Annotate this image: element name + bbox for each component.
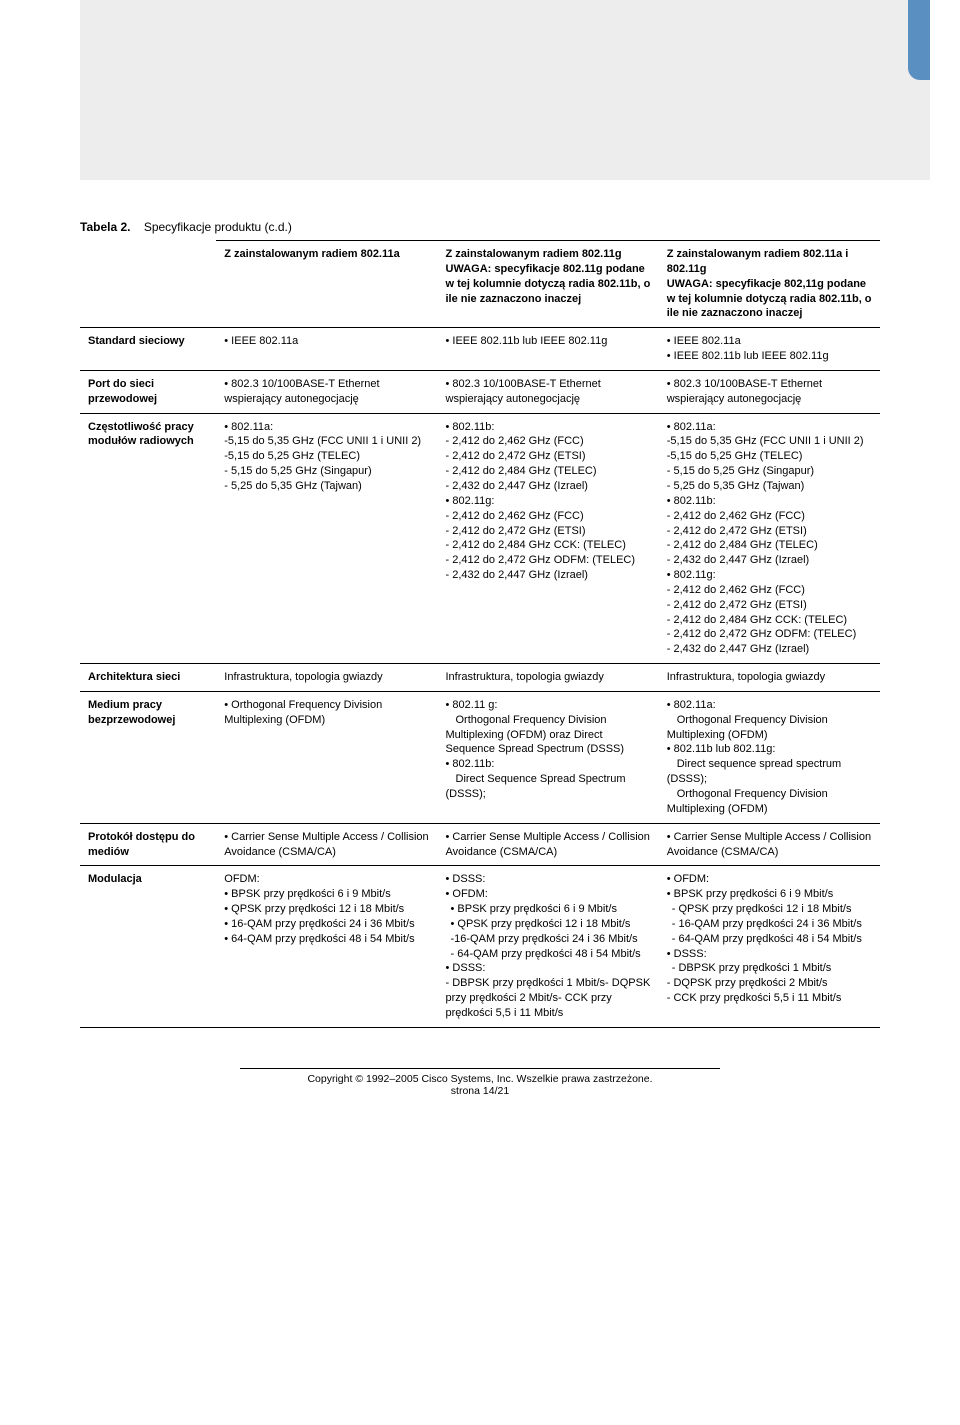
row-protocol: Protokół dostępu do mediów • Carrier Sen… [80,823,880,866]
row-frequency: Częstotliwość pracy modułów radiowych • … [80,413,880,664]
header-col2: Z zainstalowanym radiem 802.11gUWAGA: sp… [438,241,659,328]
row-label: Protokół dostępu do mediów [80,823,216,866]
cell: • 802.11a:Orthogonal Frequency Division … [659,691,880,823]
cell: OFDM:• BPSK przy prędkości 6 i 9 Mbit/s•… [216,866,437,1027]
header-col3: Z zainstalowanym radiem 802.11a i 802.11… [659,241,880,328]
row-modulation: Modulacja OFDM:• BPSK przy prędkości 6 i… [80,866,880,1027]
cell: Infrastruktura, topologia gwiazdy [438,664,659,692]
copyright-text: Copyright © 1992–2005 Cisco Systems, Inc… [307,1073,652,1085]
row-standard: Standard sieciowy • IEEE 802.11a • IEEE … [80,328,880,371]
cell: • IEEE 802.11a [216,328,437,371]
cell: • 802.11 g:Orthogonal Frequency Division… [438,691,659,823]
page-footer: Copyright © 1992–2005 Cisco Systems, Inc… [240,1068,720,1097]
row-label: Port do sieci przewodowej [80,370,216,413]
table-caption: Tabela 2. Specyfikacje produktu (c.d.) [80,220,880,234]
cell: • OFDM:• BPSK przy prędkości 6 i 9 Mbit/… [659,866,880,1027]
cell: • Carrier Sense Multiple Access / Collis… [216,823,437,866]
top-banner [80,0,930,180]
row-label: Częstotliwość pracy modułów radiowych [80,413,216,664]
banner-tab [908,0,930,80]
page-content: Tabela 2. Specyfikacje produktu (c.d.) Z… [0,180,960,1127]
caption-bold: Tabela 2. [80,220,130,234]
cell: • Orthogonal Frequency Division Multiple… [216,691,437,823]
cell: • DSSS:• OFDM:• BPSK przy prędkości 6 i … [438,866,659,1027]
spec-table: Z zainstalowanym radiem 802.11a Z zainst… [80,240,880,1028]
row-label: Standard sieciowy [80,328,216,371]
cell: • Carrier Sense Multiple Access / Collis… [438,823,659,866]
caption-rest: Specyfikacje produktu (c.d.) [144,220,292,234]
cell: • 802.11a:-5,15 do 5,35 GHz (FCC UNII 1 … [659,413,880,664]
row-architecture: Architektura sieci Infrastruktura, topol… [80,664,880,692]
cell: • IEEE 802.11b lub IEEE 802.11g [438,328,659,371]
cell: • 802.11b:- 2,412 do 2,462 GHz (FCC)- 2,… [438,413,659,664]
cell: • 802.11a:-5,15 do 5,35 GHz (FCC UNII 1 … [216,413,437,664]
row-port: Port do sieci przewodowej • 802.3 10/100… [80,370,880,413]
row-medium: Medium pracy bezprzewodowej • Orthogonal… [80,691,880,823]
cell: Infrastruktura, topologia gwiazdy [216,664,437,692]
row-label: Medium pracy bezprzewodowej [80,691,216,823]
header-blank [80,241,216,328]
cell: • 802.3 10/100BASE-T Ethernet wspierając… [438,370,659,413]
page-number: strona 14/21 [451,1085,509,1097]
cell: • 802.3 10/100BASE-T Ethernet wspierając… [659,370,880,413]
row-label: Architektura sieci [80,664,216,692]
table-header-row: Z zainstalowanym radiem 802.11a Z zainst… [80,241,880,328]
cell: • Carrier Sense Multiple Access / Collis… [659,823,880,866]
row-label: Modulacja [80,866,216,1027]
header-col1: Z zainstalowanym radiem 802.11a [216,241,437,328]
cell: • 802.3 10/100BASE-T Ethernet wspierając… [216,370,437,413]
cell: Infrastruktura, topologia gwiazdy [659,664,880,692]
cell: • IEEE 802.11a• IEEE 802.11b lub IEEE 80… [659,328,880,371]
